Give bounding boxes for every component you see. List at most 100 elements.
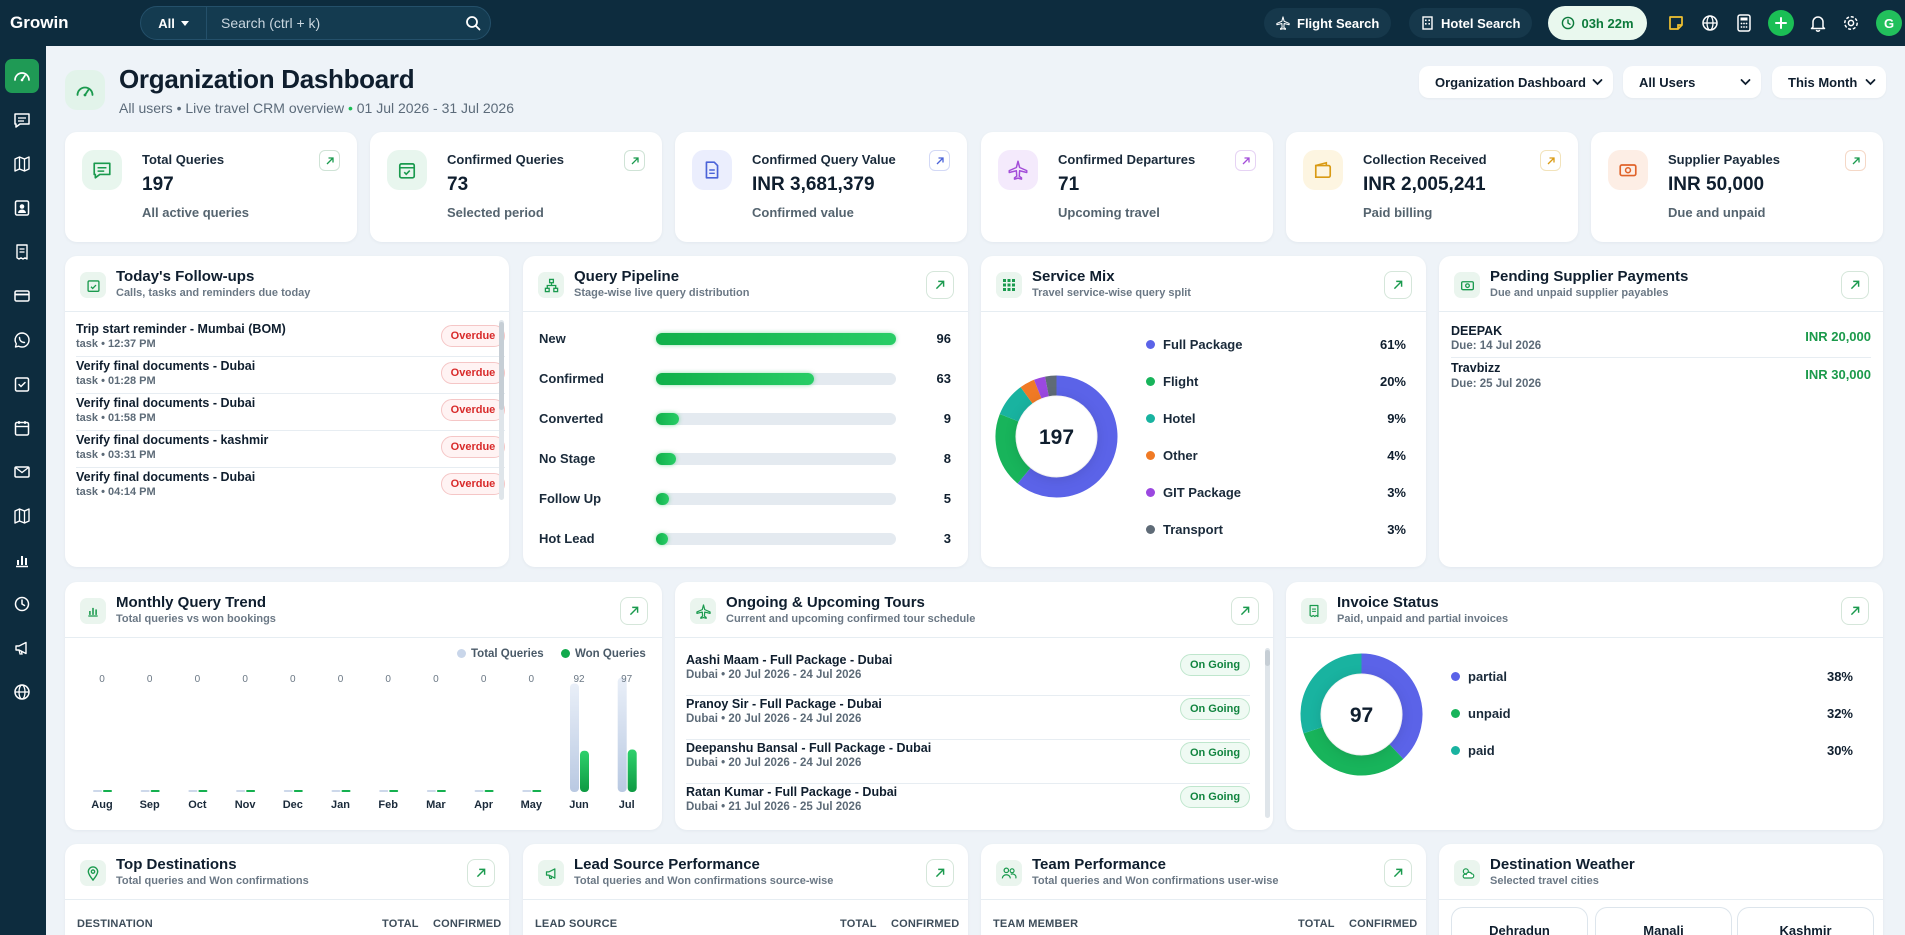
open-arrow-icon[interactable] — [926, 271, 954, 299]
donut-slice-git-package[interactable] — [1034, 376, 1050, 399]
sidebar-item-mail[interactable] — [5, 455, 39, 489]
bar-won-sep[interactable] — [150, 790, 160, 792]
bar-won-jul[interactable] — [627, 749, 637, 792]
open-arrow-icon[interactable] — [1841, 597, 1869, 625]
add-new-button[interactable] — [1768, 10, 1794, 36]
donut-slice-hotel[interactable] — [999, 387, 1033, 422]
sidebar-item-invoices[interactable] — [5, 235, 39, 269]
search-input[interactable] — [207, 15, 456, 31]
tour-item[interactable]: Deepanshu Bansal - Full Package - Dubai … — [686, 740, 1250, 784]
open-arrow-icon[interactable] — [620, 597, 648, 625]
bar-won-oct[interactable] — [198, 790, 208, 792]
sidebar-item-payments[interactable] — [5, 279, 39, 313]
brand-logo[interactable]: Growin — [10, 13, 69, 32]
bar-total-apr[interactable] — [474, 790, 484, 792]
kpi-card-confirmed-queries[interactable]: Confirmed Queries 73 Selected period — [370, 132, 662, 242]
bar-won-apr[interactable] — [484, 790, 494, 792]
bar-total-jun[interactable] — [570, 683, 579, 792]
tour-item[interactable]: Aashi Maam - Full Package - Dubai Dubai … — [686, 652, 1250, 696]
scrollbar-thumb[interactable] — [1265, 650, 1270, 666]
open-arrow-icon[interactable] — [1384, 271, 1412, 299]
open-arrow-icon[interactable] — [467, 859, 495, 887]
bar-won-feb[interactable] — [389, 790, 399, 792]
search-icon[interactable] — [456, 15, 490, 31]
weather-city-kashmir[interactable]: Kashmir — [1737, 907, 1874, 935]
bar-total-jan[interactable] — [331, 790, 341, 792]
bar-total-oct[interactable] — [188, 790, 198, 792]
open-arrow-icon[interactable] — [1841, 271, 1869, 299]
bar-won-jun[interactable] — [580, 750, 589, 792]
scrollbar[interactable] — [1265, 648, 1270, 818]
globe-icon[interactable] — [1699, 12, 1721, 34]
session-timer[interactable]: 03h 22m — [1548, 6, 1647, 40]
tour-item[interactable]: Pranoy Sir - Full Package - Dubai Dubai … — [686, 696, 1250, 740]
sidebar-item-contacts[interactable] — [5, 191, 39, 225]
kpi-card-supplier-payables[interactable]: Supplier Payables INR 50,000 Due and unp… — [1591, 132, 1883, 242]
weather-city-manali[interactable]: Manali — [1595, 907, 1732, 935]
kpi-card-confirmed-value[interactable]: Confirmed Query Value INR 3,681,379 Conf… — [675, 132, 967, 242]
bar-total-may[interactable] — [522, 790, 532, 792]
sidebar-item-marketing[interactable] — [5, 631, 39, 665]
kpi-card-confirmed-departures[interactable]: Confirmed Departures 71 Upcoming travel — [981, 132, 1273, 242]
bar-won-may[interactable] — [532, 790, 542, 792]
calculator-icon[interactable] — [1733, 12, 1755, 34]
open-arrow-icon[interactable] — [1384, 859, 1412, 887]
kpi-card-collection-received[interactable]: Collection Received INR 2,005,241 Paid b… — [1286, 132, 1578, 242]
dashboard-select[interactable]: Organization Dashboard — [1419, 66, 1613, 98]
sidebar-item-tours[interactable] — [5, 499, 39, 533]
kpi-card-total-queries[interactable]: Total Queries 197 All active queries — [65, 132, 357, 242]
bar-won-mar[interactable] — [436, 790, 446, 792]
sidebar-item-queries[interactable] — [5, 103, 39, 137]
open-arrow-icon[interactable] — [1845, 150, 1866, 171]
donut-slice-unpaid[interactable] — [1303, 726, 1404, 776]
followup-item[interactable]: Verify final documents - Dubai task • 04… — [76, 468, 505, 505]
user-avatar[interactable]: G — [1876, 10, 1902, 36]
gear-icon[interactable] — [1840, 12, 1862, 34]
sidebar-item-dashboard[interactable] — [5, 59, 39, 93]
hotel-search-button[interactable]: Hotel Search — [1409, 8, 1533, 38]
open-arrow-icon[interactable] — [319, 150, 340, 171]
sidebar-item-reports[interactable] — [5, 543, 39, 577]
sidebar-item-history[interactable] — [5, 587, 39, 621]
sidebar-item-calendar[interactable] — [5, 411, 39, 445]
open-arrow-icon[interactable] — [926, 859, 954, 887]
open-arrow-icon[interactable] — [929, 150, 950, 171]
sidebar-item-tasks[interactable] — [5, 367, 39, 401]
scrollbar[interactable] — [499, 320, 504, 500]
sidebar-item-website[interactable] — [5, 675, 39, 709]
donut-slice-flight[interactable] — [995, 414, 1031, 484]
scrollbar-thumb[interactable] — [499, 322, 504, 410]
bar-won-jan[interactable] — [341, 790, 351, 792]
bar-total-feb[interactable] — [379, 790, 389, 792]
period-select[interactable]: This Month — [1772, 66, 1886, 98]
donut-slice-partial[interactable] — [1361, 653, 1423, 759]
weather-city-dehradun[interactable]: Dehradun — [1451, 907, 1588, 935]
sticky-note-icon[interactable] — [1665, 12, 1687, 34]
open-arrow-icon[interactable] — [624, 150, 645, 171]
open-arrow-icon[interactable] — [1540, 150, 1561, 171]
followup-item[interactable]: Verify final documents - Dubai task • 01… — [76, 394, 505, 431]
bar-total-aug[interactable] — [93, 790, 102, 792]
bar-total-nov[interactable] — [236, 790, 246, 792]
donut-slice-other[interactable] — [1020, 379, 1042, 404]
bar-won-aug[interactable] — [103, 790, 112, 792]
bar-total-jul[interactable] — [617, 677, 627, 792]
sidebar-item-itinerary[interactable] — [5, 147, 39, 181]
bar-total-dec[interactable] — [283, 790, 293, 792]
users-select[interactable]: All Users — [1623, 66, 1761, 98]
donut-slice-full-package[interactable] — [1017, 375, 1118, 498]
donut-slice-paid[interactable] — [1300, 653, 1362, 734]
donut-slice-transport[interactable] — [1045, 375, 1057, 397]
bar-total-sep[interactable] — [140, 790, 150, 792]
bar-won-nov[interactable] — [246, 790, 256, 792]
sidebar-item-whatsapp[interactable] — [5, 323, 39, 357]
bell-icon[interactable] — [1807, 12, 1829, 34]
flight-search-button[interactable]: Flight Search — [1264, 8, 1392, 38]
followup-item[interactable]: Verify final documents - kashmir task • … — [76, 431, 505, 468]
search-scope-select[interactable]: All — [141, 7, 207, 39]
followup-item[interactable]: Trip start reminder - Mumbai (BOM) task … — [76, 320, 505, 357]
open-arrow-icon[interactable] — [1231, 597, 1259, 625]
followup-item[interactable]: Verify final documents - Dubai task • 01… — [76, 357, 505, 394]
bar-won-dec[interactable] — [293, 790, 303, 792]
bar-total-mar[interactable] — [426, 790, 436, 792]
